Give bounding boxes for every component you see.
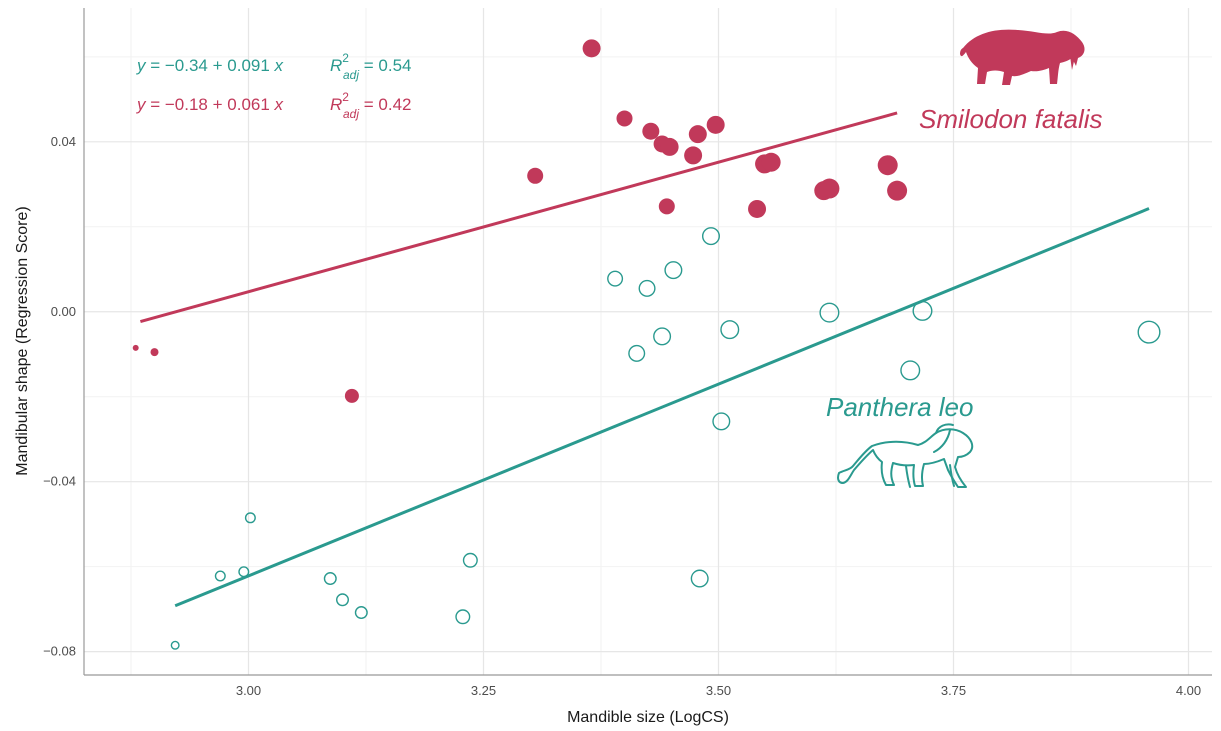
- leo-point: [653, 327, 672, 346]
- x-axis-title: Mandible size (LogCS): [567, 709, 729, 726]
- leo-point: [912, 300, 933, 321]
- smilodon-point: [582, 39, 601, 58]
- smilodon-point: [877, 155, 898, 176]
- leo-point: [638, 279, 656, 297]
- smilodon-point: [660, 137, 679, 156]
- teal-eq-x: x: [274, 56, 284, 75]
- leo-point: [628, 344, 646, 362]
- red-eq-r-value: = 0.42: [359, 95, 411, 114]
- smilodon-silhouette-icon: [960, 29, 1085, 85]
- leo-point: [900, 360, 921, 381]
- leo-point: [323, 572, 337, 586]
- leo-point: [819, 302, 840, 323]
- smilodon-point: [887, 180, 908, 201]
- leo-point: [170, 640, 180, 650]
- x-tick-label: 4.00: [1176, 683, 1201, 698]
- leo-point: [1137, 320, 1161, 344]
- leo-point: [712, 412, 731, 431]
- data-points: [132, 39, 1161, 650]
- smilodon-label: Smilodon fatalis: [919, 104, 1103, 134]
- leo-point: [244, 512, 256, 524]
- x-tick-label: 3.25: [471, 683, 496, 698]
- red-eq-r-sub: adj: [343, 107, 359, 121]
- lion-outline-icon: [837, 423, 974, 488]
- red-eq-x: x: [274, 95, 284, 114]
- red-eq-r: R: [330, 95, 342, 114]
- x-tick-label: 3.00: [236, 683, 261, 698]
- red-eq-r-sup: 2: [342, 90, 349, 104]
- y-axis-title: Mandibular shape (Regression Score): [14, 206, 31, 475]
- leo-point: [701, 227, 720, 246]
- red-eq-body: = −0.18 + 0.061: [146, 95, 275, 114]
- teal-equation: y = −0.34 + 0.091 x R2 adj = 0.54: [136, 51, 411, 82]
- leo-regression-line: [174, 207, 1150, 608]
- smilodon-point: [658, 198, 675, 215]
- teal-eq-r: R: [330, 56, 342, 75]
- teal-eq-r-value: = 0.54: [359, 56, 411, 75]
- y-tick-label: 0.04: [51, 134, 76, 149]
- leo-point: [214, 570, 226, 582]
- smilodon-point: [642, 122, 660, 140]
- regression-lines: [140, 111, 1150, 608]
- smilodon-point: [527, 167, 544, 184]
- leo-point: [690, 569, 709, 588]
- panthera-label: Panthera leo: [826, 392, 973, 422]
- smilodon-point: [748, 199, 767, 218]
- leo-point: [455, 609, 471, 625]
- smilodon-point: [688, 125, 707, 144]
- smilodon-point: [684, 146, 703, 165]
- smilodon-point: [132, 344, 139, 351]
- smilodon-point: [706, 115, 725, 134]
- leo-point: [607, 270, 624, 287]
- y-tick-label: −0.08: [43, 644, 76, 659]
- y-tick-label: −0.04: [43, 474, 76, 489]
- teal-eq-body: = −0.34 + 0.091: [146, 56, 275, 75]
- axes: [83, 8, 1212, 676]
- red-equation: y = −0.18 + 0.061 x R2 adj = 0.42: [136, 90, 411, 121]
- x-tick-label: 3.75: [941, 683, 966, 698]
- x-tick-label: 3.50: [706, 683, 731, 698]
- tick-labels: 3.00 3.25 3.50 3.75 4.00 −0.08 −0.04 0.00 0.04: [43, 134, 1201, 698]
- smilodon-regression-line: [140, 111, 898, 323]
- red-eq-y: y: [136, 95, 147, 114]
- leo-point: [720, 320, 740, 340]
- smilodon-point: [616, 110, 633, 127]
- smilodon-point: [761, 152, 781, 172]
- leo-point: [664, 261, 683, 280]
- teal-eq-r-sub: adj: [343, 68, 359, 82]
- smilodon-point: [819, 178, 840, 199]
- teal-eq-r-sup: 2: [342, 51, 349, 65]
- leo-point: [462, 552, 478, 568]
- smilodon-point: [344, 388, 359, 403]
- teal-eq-y: y: [136, 56, 147, 75]
- smilodon-point: [150, 348, 159, 357]
- leo-point: [336, 593, 350, 607]
- leo-point: [238, 566, 250, 578]
- leo-point: [354, 606, 368, 620]
- y-tick-label: 0.00: [51, 304, 76, 319]
